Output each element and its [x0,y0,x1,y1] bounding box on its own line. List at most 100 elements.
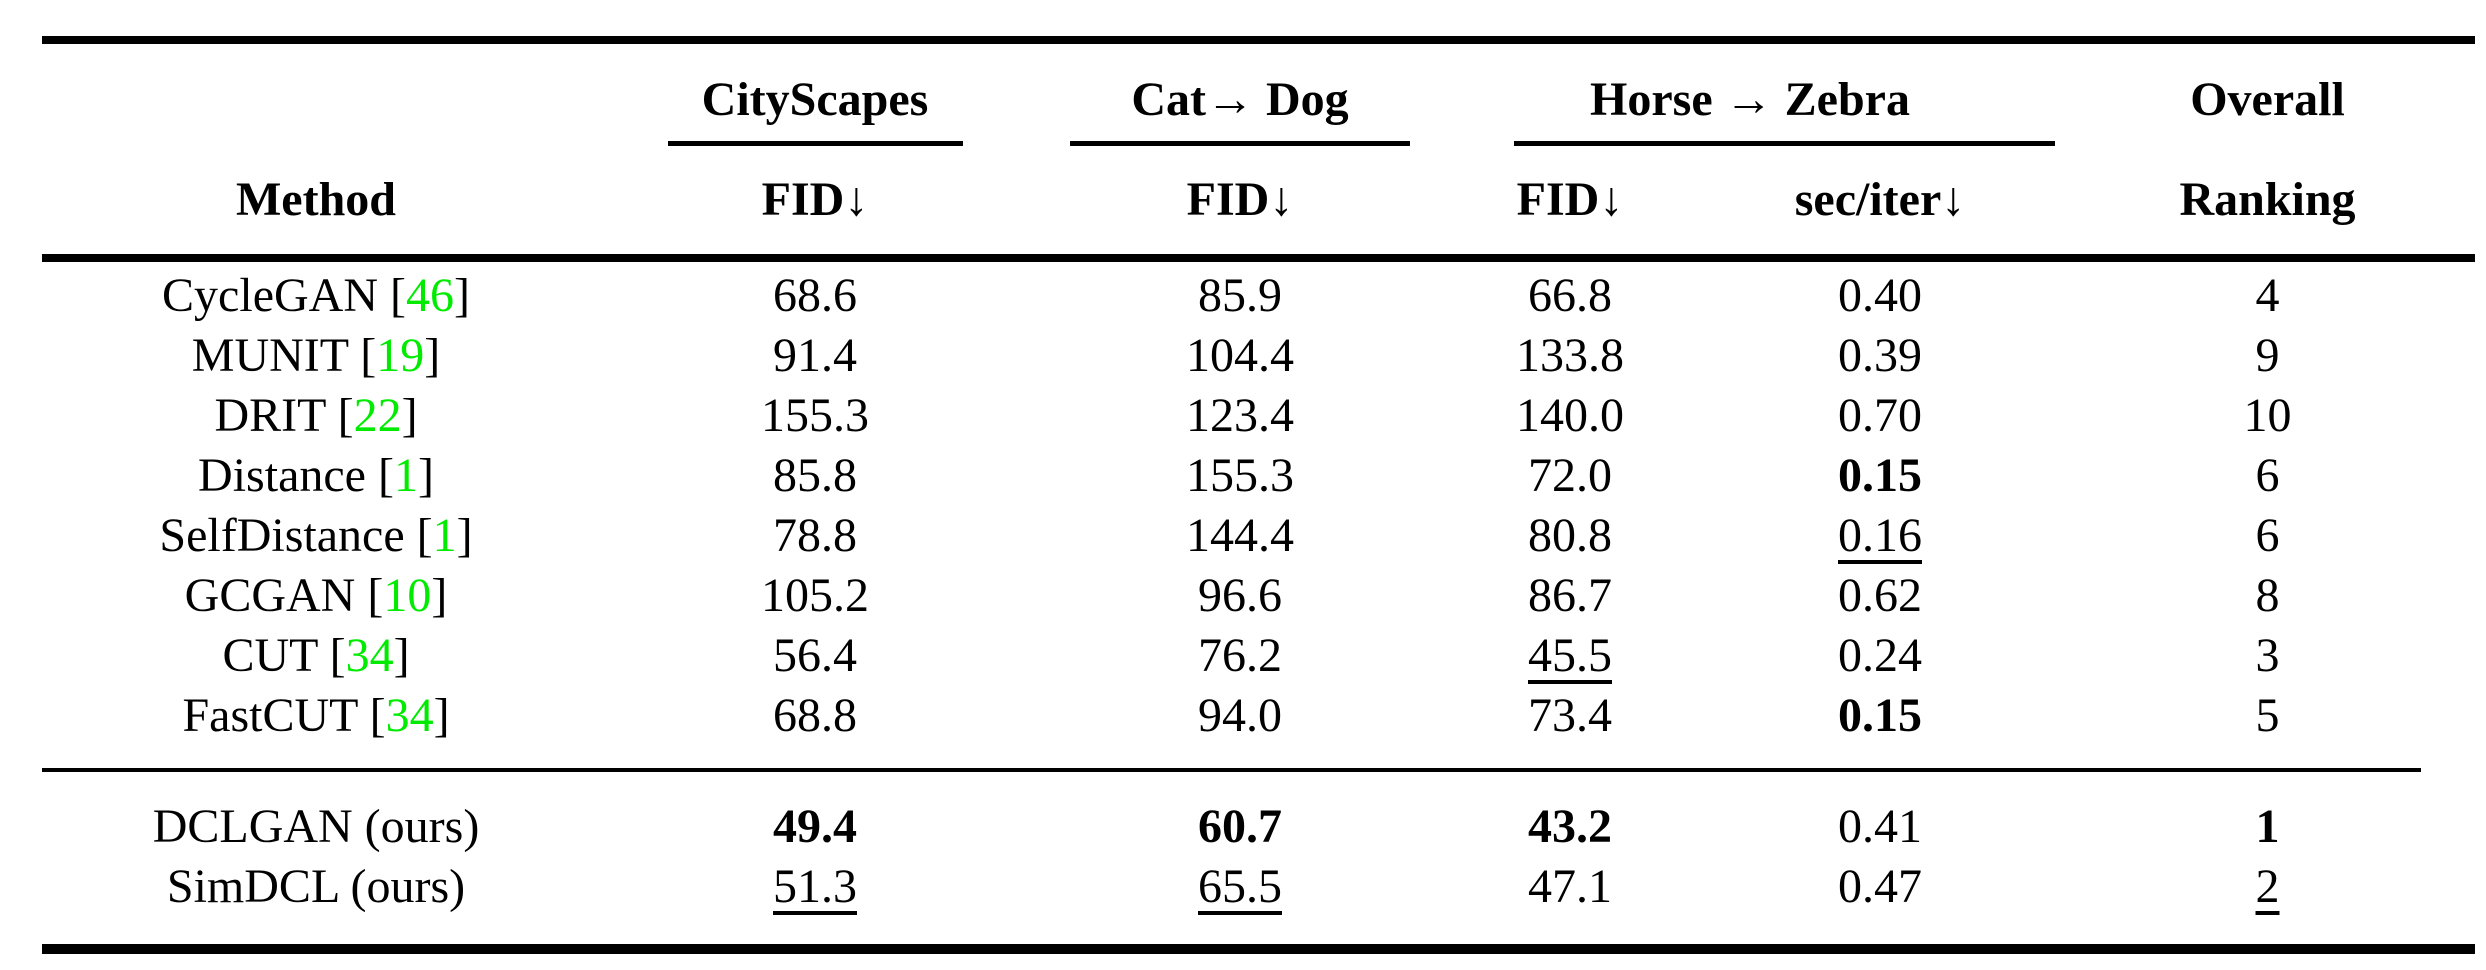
group-label-overall: Overall [2190,73,2345,126]
overall-ranking-cell: 5 [2060,686,2475,768]
cell-value: 2 [2255,860,2280,913]
cityscapes-fid-cell: 68.6 [590,258,1040,326]
separator-row [42,768,2475,772]
col-header-cityscapes-fid: FID↓ [761,173,869,226]
cell-value: 60.7 [1198,800,1282,853]
overall-ranking-cell: 3 [2060,626,2475,686]
cell-value: 0.16 [1838,509,1922,562]
sec-per-iter-cell: 0.15 [1700,686,2060,768]
cell-value: 0.15 [1838,449,1922,502]
table-row: CycleGAN [46] 68.6 85.9 66.8 0.40 4 [42,258,2475,326]
separator-body [42,768,2475,772]
cell-value: 96.6 [1198,569,1282,622]
cell-value: 8 [2255,569,2280,622]
cell-value: 78.8 [773,509,857,562]
cell-value: 56.4 [773,629,857,682]
cell-value: 0.40 [1838,269,1922,322]
cell-value: 0.39 [1838,329,1922,382]
horsezebra-fid-cell: 43.2 [1440,772,1700,857]
horsezebra-fid-cell: 72.0 [1440,446,1700,506]
group-label-cityscapes: CityScapes [701,73,929,126]
method-name: MUNIT [191,329,349,382]
cityscapes-fid-cell: 91.4 [590,326,1040,386]
catdog-fid-cell: 155.3 [1040,446,1440,506]
cell-value: 0.41 [1838,800,1922,853]
cell-value: 43.2 [1528,800,1612,853]
overall-ranking-cell: 9 [2060,326,2475,386]
catdog-fid-cell: 96.6 [1040,566,1440,626]
table-row: CUT [34] 56.4 76.2 45.5 0.24 3 [42,626,2475,686]
overall-ranking-cell: 4 [2060,258,2475,326]
col-header-horsezebra-fid: FID↓ [1516,173,1624,226]
cityscapes-fid-cell: 85.8 [590,446,1040,506]
cell-value: 104.4 [1186,329,1294,382]
cell-value: 133.8 [1516,329,1624,382]
cell-value: 47.1 [1528,860,1612,913]
catdog-fid-cell: 85.9 [1040,258,1440,326]
cityscapes-fid-cell: 78.8 [590,506,1040,566]
group-header-horsezebra: Horse → Zebra [1440,40,2060,146]
cell-value: 0.70 [1838,389,1922,442]
cell-value: 85.8 [773,449,857,502]
our-methods-body: DCLGAN (ours) 49.4 60.7 43.2 0.41 1 SimDCL (ou… [42,772,2475,949]
sec-per-iter-cell: 0.16 [1700,506,2060,566]
cityscapes-fid-cell: 49.4 [590,772,1040,857]
citation-ref: 22 [353,389,402,442]
horsezebra-fid-cell: 140.0 [1440,386,1700,446]
results-table: CityScapes Cat→ Dog Horse → Zebra Overal… [42,36,2475,954]
cell-value: 73.4 [1528,689,1612,742]
group-header-row: CityScapes Cat→ Dog Horse → Zebra Overal… [42,40,2475,146]
method-name: Distance [198,449,366,502]
catdog-fid-cell: 65.5 [1040,857,1440,949]
cell-value: 155.3 [761,389,869,442]
cell-value: 91.4 [773,329,857,382]
cell-value: 4 [2255,269,2280,322]
group-label-horsezebra: Horse → Zebra [1590,73,1910,126]
horsezebra-fid-cell: 73.4 [1440,686,1700,768]
overall-ranking-cell: 10 [2060,386,2475,446]
cell-value: 144.4 [1186,509,1294,562]
overall-ranking-cell: 2 [2060,857,2475,949]
citation-ref: 1 [393,449,418,502]
method-name: DCLGAN (ours) [152,800,480,853]
method-cell: SimDCL (ours) [42,857,590,949]
cell-value: 72.0 [1528,449,1612,502]
citation-ref: 34 [385,689,434,742]
cell-value: 94.0 [1198,689,1282,742]
horsezebra-fid-cell: 66.8 [1440,258,1700,326]
cell-value: 86.7 [1528,569,1612,622]
col-header-sec-per-iter: sec/iter↓ [1794,173,1966,226]
mid-rule [42,768,2421,772]
method-name: GCGAN [184,569,356,622]
cityscapes-fid-cell: 56.4 [590,626,1040,686]
table-row: FastCUT [34] 68.8 94.0 73.4 0.15 5 [42,686,2475,768]
cell-value: 76.2 [1198,629,1282,682]
cell-value: 65.5 [1198,860,1282,913]
col-header-catdog-fid: FID↓ [1186,173,1294,226]
method-cell: FastCUT [34] [182,689,450,742]
citation-ref: 19 [376,329,425,382]
cmidrule-horsezebra [1514,141,2055,146]
citation-ref: 10 [383,569,432,622]
col-header-ranking: Ranking [2179,173,2356,226]
column-header-row: Method FID↓ FID↓ FID↓ sec/iter↓ Ranking [42,146,2475,258]
cell-value: 5 [2255,689,2280,742]
catdog-fid-cell: 104.4 [1040,326,1440,386]
catdog-fid-cell: 144.4 [1040,506,1440,566]
cell-value: 105.2 [761,569,869,622]
method-cell: CycleGAN [46] [162,269,470,322]
method-cell: GCGAN [10] [184,569,448,622]
horsezebra-fid-cell: 47.1 [1440,857,1700,949]
cell-value: 66.8 [1528,269,1612,322]
method-name: CycleGAN [162,269,378,322]
sec-per-iter-cell: 0.41 [1700,772,2060,857]
sec-per-iter-cell: 0.39 [1700,326,2060,386]
sec-per-iter-cell: 0.15 [1700,446,2060,506]
cell-value: 0.47 [1838,860,1922,913]
baseline-methods-body: CycleGAN [46] 68.6 85.9 66.8 0.40 4 MUNIT [19]… [42,258,2475,768]
sec-per-iter-cell: 0.24 [1700,626,2060,686]
citation-ref: 46 [405,269,454,322]
citation-ref: 34 [345,629,394,682]
method-name: SelfDistance [159,509,405,562]
